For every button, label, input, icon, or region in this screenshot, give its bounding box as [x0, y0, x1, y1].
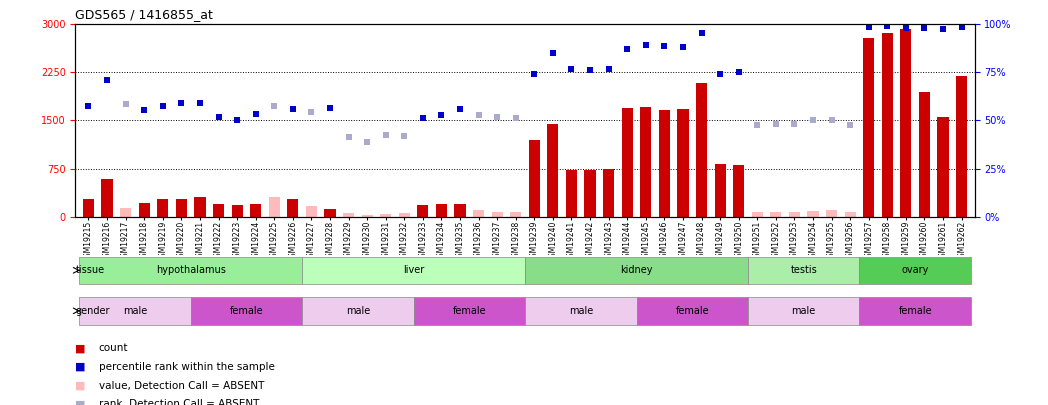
- Bar: [864, 38, 874, 217]
- Text: ■: ■: [75, 343, 86, 353]
- Text: GDS565 / 1416855_at: GDS565 / 1416855_at: [75, 8, 214, 21]
- Bar: [640, 107, 652, 217]
- Text: ■: ■: [75, 362, 86, 372]
- Bar: [547, 124, 559, 217]
- Bar: [80, 297, 191, 324]
- Bar: [121, 208, 131, 217]
- Bar: [845, 212, 856, 217]
- Bar: [473, 210, 484, 217]
- Text: female: female: [453, 306, 486, 316]
- Bar: [414, 297, 525, 324]
- Bar: [302, 257, 525, 284]
- Text: ovary: ovary: [901, 265, 929, 275]
- Text: tissue: tissue: [75, 265, 105, 275]
- Bar: [938, 117, 948, 217]
- Bar: [715, 164, 725, 217]
- Bar: [529, 140, 540, 217]
- Bar: [510, 212, 521, 217]
- Bar: [83, 199, 94, 217]
- Bar: [325, 209, 335, 217]
- Bar: [636, 297, 748, 324]
- Bar: [455, 204, 465, 217]
- Text: male: male: [123, 306, 147, 316]
- Text: female: female: [230, 306, 263, 316]
- Text: ■: ■: [75, 399, 86, 405]
- Bar: [677, 109, 689, 217]
- Bar: [807, 211, 818, 217]
- Bar: [734, 165, 744, 217]
- Bar: [436, 204, 447, 217]
- Text: kidney: kidney: [620, 265, 653, 275]
- Bar: [380, 214, 391, 217]
- Text: hypothalamus: hypothalamus: [156, 265, 225, 275]
- Text: liver: liver: [402, 265, 424, 275]
- Bar: [748, 257, 859, 284]
- Text: ■: ■: [75, 381, 86, 390]
- Bar: [398, 213, 410, 217]
- Bar: [287, 199, 299, 217]
- Bar: [102, 179, 112, 217]
- Bar: [603, 168, 614, 217]
- Bar: [525, 297, 636, 324]
- Bar: [621, 108, 633, 217]
- Bar: [80, 257, 302, 284]
- Text: female: female: [676, 306, 709, 316]
- Text: value, Detection Call = ABSENT: value, Detection Call = ABSENT: [99, 381, 264, 390]
- Bar: [566, 170, 577, 217]
- Bar: [748, 297, 859, 324]
- Text: gender: gender: [75, 306, 110, 316]
- Bar: [826, 210, 837, 217]
- Bar: [417, 205, 429, 217]
- Bar: [343, 213, 354, 217]
- Text: male: male: [569, 306, 593, 316]
- Bar: [176, 199, 187, 217]
- Bar: [859, 257, 970, 284]
- Bar: [859, 297, 970, 324]
- Bar: [696, 83, 707, 217]
- Text: percentile rank within the sample: percentile rank within the sample: [99, 362, 275, 372]
- Bar: [900, 30, 912, 217]
- Bar: [194, 198, 205, 217]
- Text: male: male: [346, 306, 370, 316]
- Bar: [751, 211, 763, 217]
- Bar: [956, 76, 967, 217]
- Text: female: female: [898, 306, 932, 316]
- Bar: [492, 211, 503, 217]
- Bar: [525, 257, 748, 284]
- Bar: [362, 215, 373, 217]
- Bar: [191, 297, 302, 324]
- Bar: [268, 198, 280, 217]
- Bar: [789, 211, 800, 217]
- Bar: [157, 199, 169, 217]
- Text: count: count: [99, 343, 128, 353]
- Bar: [138, 202, 150, 217]
- Bar: [302, 297, 414, 324]
- Text: rank, Detection Call = ABSENT: rank, Detection Call = ABSENT: [99, 399, 259, 405]
- Bar: [770, 212, 782, 217]
- Bar: [250, 204, 261, 217]
- Bar: [919, 92, 930, 217]
- Text: male: male: [791, 306, 815, 316]
- Bar: [881, 33, 893, 217]
- Bar: [585, 170, 595, 217]
- Bar: [659, 110, 670, 217]
- Bar: [306, 206, 316, 217]
- Bar: [213, 205, 224, 217]
- Bar: [232, 205, 243, 217]
- Text: testis: testis: [790, 265, 817, 275]
